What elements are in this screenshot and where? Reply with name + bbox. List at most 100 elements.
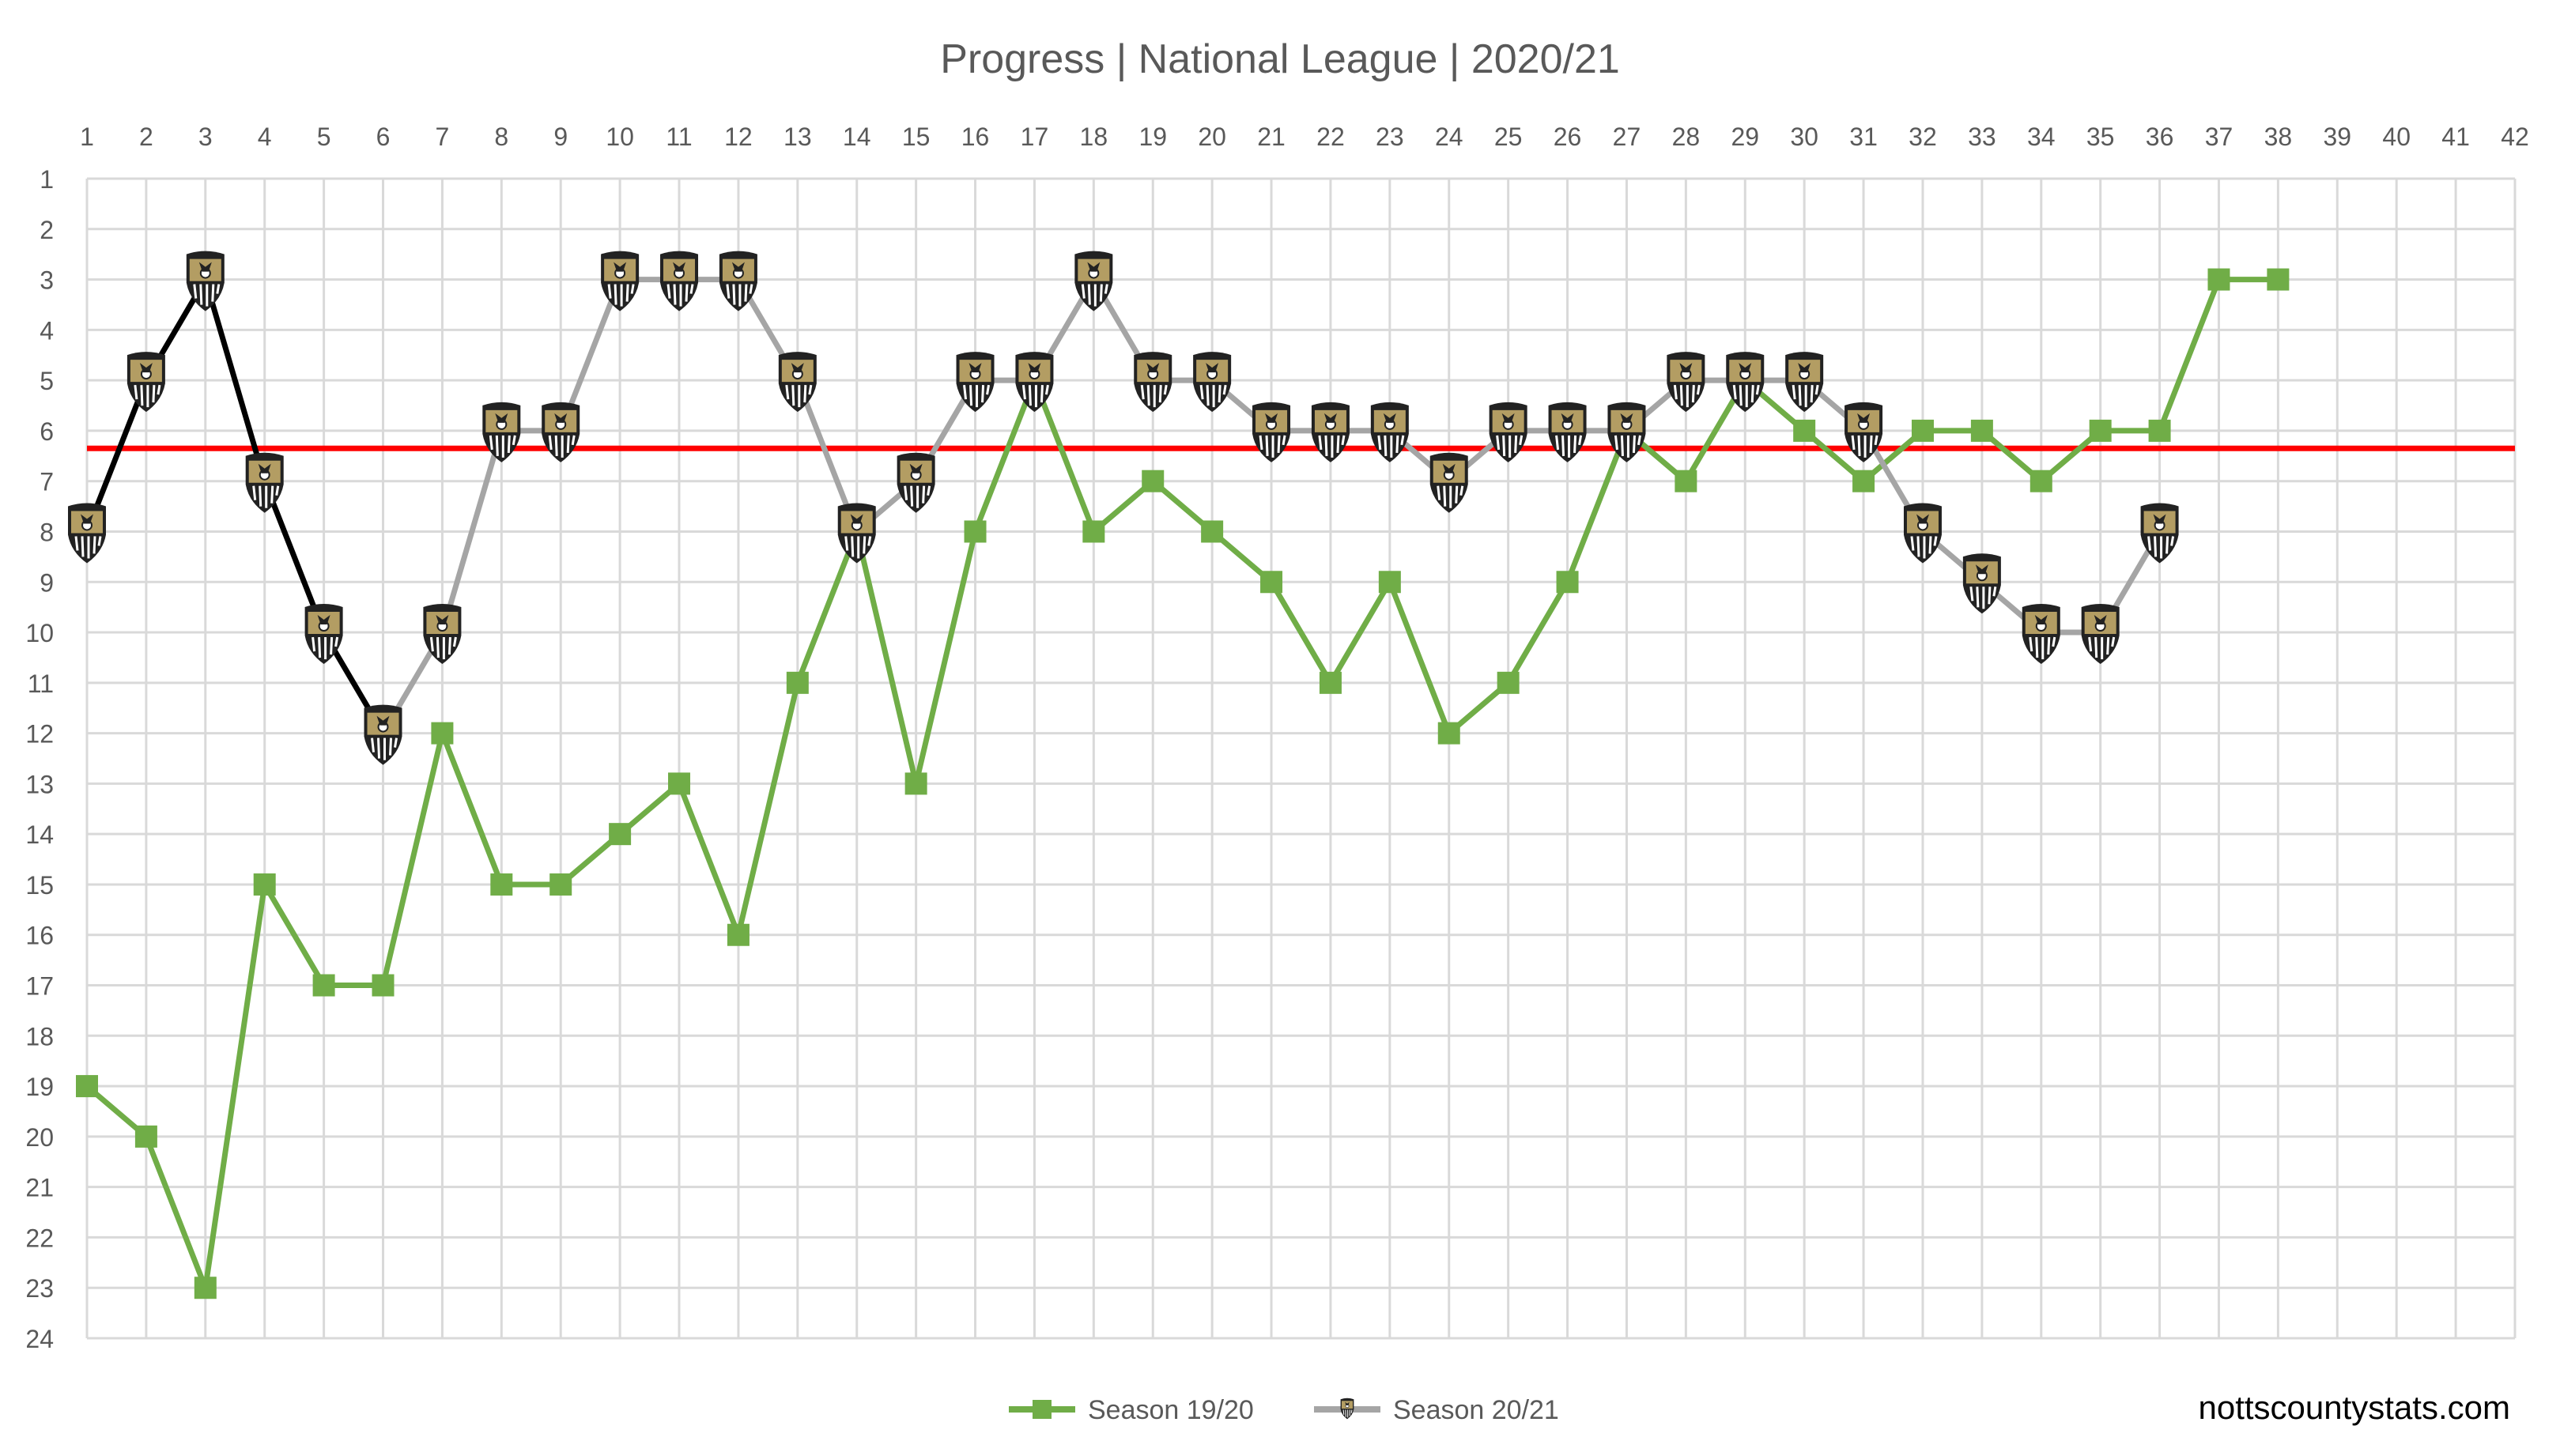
data-point-square <box>2089 419 2112 442</box>
legend-label: Season 20/21 <box>1393 1395 1559 1425</box>
data-point-square <box>253 873 276 896</box>
x-tick-label: 42 <box>2501 123 2529 151</box>
y-tick-label: 12 <box>25 720 54 749</box>
x-tick-label: 20 <box>1198 123 1226 151</box>
x-tick-label: 8 <box>494 123 508 151</box>
x-tick-label: 34 <box>2027 123 2056 151</box>
x-tick-label: 36 <box>2146 123 2174 151</box>
data-point-club-badge-icon <box>1665 350 1706 413</box>
data-point-club-badge-icon <box>540 401 581 464</box>
data-point-club-badge-icon <box>2080 602 2121 666</box>
data-point-square <box>1497 671 1520 694</box>
x-tick-label: 41 <box>2441 123 2470 151</box>
y-tick-label: 13 <box>25 770 54 798</box>
data-point-club-badge-icon <box>2021 602 2062 666</box>
data-point-club-badge-icon <box>1429 451 1470 515</box>
data-point-square <box>549 873 572 896</box>
x-tick-label: 4 <box>258 123 272 151</box>
data-point-square <box>431 722 454 745</box>
x-tick-label: 18 <box>1080 123 1108 151</box>
legend-item-season-20-21: Season 20/21 <box>1314 1395 1559 1425</box>
data-point-club-badge-icon <box>1902 501 1943 564</box>
data-point-square <box>668 772 691 795</box>
data-point-club-badge-icon <box>1606 401 1647 464</box>
x-tick-label: 7 <box>436 123 450 151</box>
data-point-square <box>1201 520 1224 543</box>
data-point-square <box>2207 268 2230 291</box>
data-point-square <box>1319 671 1342 694</box>
y-tick-label: 22 <box>25 1224 54 1252</box>
data-point-square <box>2148 419 2171 442</box>
x-tick-label: 12 <box>724 123 753 151</box>
y-tick-label: 3 <box>40 266 54 295</box>
gridlines <box>85 177 2517 1340</box>
x-tick-label: 19 <box>1138 123 1167 151</box>
x-tick-label: 27 <box>1613 123 1641 151</box>
data-point-club-badge-icon <box>481 401 522 464</box>
data-point-club-badge-icon <box>1488 401 1529 464</box>
x-tick-label: 17 <box>1021 123 1049 151</box>
x-tick-label: 26 <box>1554 123 1582 151</box>
data-point-square <box>727 923 749 946</box>
club-badge-icon <box>1340 1398 1354 1420</box>
data-point-square <box>1793 419 1816 442</box>
x-tick-label: 22 <box>1316 123 1345 151</box>
x-tick-label: 29 <box>1731 123 1759 151</box>
y-tick-label: 19 <box>25 1073 54 1101</box>
x-tick-label: 33 <box>1968 123 1996 151</box>
data-point-club-badge-icon <box>1547 401 1588 464</box>
data-point-square <box>194 1277 217 1299</box>
series-season-20-21 <box>66 250 2181 767</box>
x-tick-label: 14 <box>843 123 871 151</box>
x-tick-label: 15 <box>902 123 931 151</box>
y-tick-label: 10 <box>25 619 54 647</box>
y-tick-label: 17 <box>25 972 54 1001</box>
data-point-square <box>1082 520 1105 543</box>
x-tick-label: 11 <box>666 123 692 151</box>
data-point-square <box>1970 419 1993 442</box>
x-tick-label: 5 <box>317 123 331 151</box>
data-point-square <box>2029 470 2052 492</box>
x-tick-label: 38 <box>2264 123 2293 151</box>
y-tick-label: 23 <box>25 1274 54 1303</box>
y-tick-label: 8 <box>40 518 54 546</box>
x-axis-ticks: 1 2 3 4 5 6 7 8 9 10 11 12 13 14 15 16 17 18 19 20 21 22 23 24 2… <box>80 123 2529 151</box>
data-point-club-badge-icon <box>363 703 404 767</box>
data-point-square <box>1437 722 1460 745</box>
data-point-square <box>786 671 809 694</box>
x-tick-label: 31 <box>1849 123 1878 151</box>
y-tick-label: 18 <box>25 1022 54 1051</box>
y-tick-label: 21 <box>25 1174 54 1202</box>
series-segment <box>439 428 504 636</box>
x-tick-label: 16 <box>961 123 990 151</box>
x-tick-label: 37 <box>2205 123 2233 151</box>
data-point-square <box>76 1075 98 1098</box>
x-tick-label: 24 <box>1435 123 1463 151</box>
data-point-club-badge-icon <box>1132 350 1173 413</box>
data-point-square <box>609 823 632 846</box>
data-point-square <box>904 772 927 795</box>
data-point-club-badge-icon <box>1962 552 2003 615</box>
data-point-club-badge-icon <box>66 501 108 564</box>
data-point-square <box>1911 419 1934 442</box>
y-tick-label: 2 <box>40 216 54 244</box>
x-tick-label: 13 <box>783 123 812 151</box>
x-tick-label: 35 <box>2086 123 2115 151</box>
y-tick-label: 14 <box>25 820 54 849</box>
data-point-square <box>1378 571 1401 594</box>
x-tick-label: 39 <box>2323 123 2351 151</box>
data-point-square <box>1556 571 1579 594</box>
x-tick-label: 1 <box>80 123 94 151</box>
chart-title: Progress | National League | 2020/21 <box>940 36 1620 82</box>
x-tick-label: 21 <box>1257 123 1286 151</box>
x-tick-label: 30 <box>1790 123 1818 151</box>
legend: Season 19/20 Season 20/21 <box>1009 1395 1559 1425</box>
x-tick-label: 28 <box>1672 123 1701 151</box>
legend-square-marker-icon <box>1033 1400 1052 1419</box>
data-point-club-badge-icon <box>1310 401 1351 464</box>
x-tick-label: 2 <box>139 123 153 151</box>
y-tick-label: 7 <box>40 468 54 496</box>
data-point-club-badge-icon <box>777 350 818 413</box>
data-point-club-badge-icon <box>1251 401 1292 464</box>
data-point-square <box>1852 470 1875 492</box>
